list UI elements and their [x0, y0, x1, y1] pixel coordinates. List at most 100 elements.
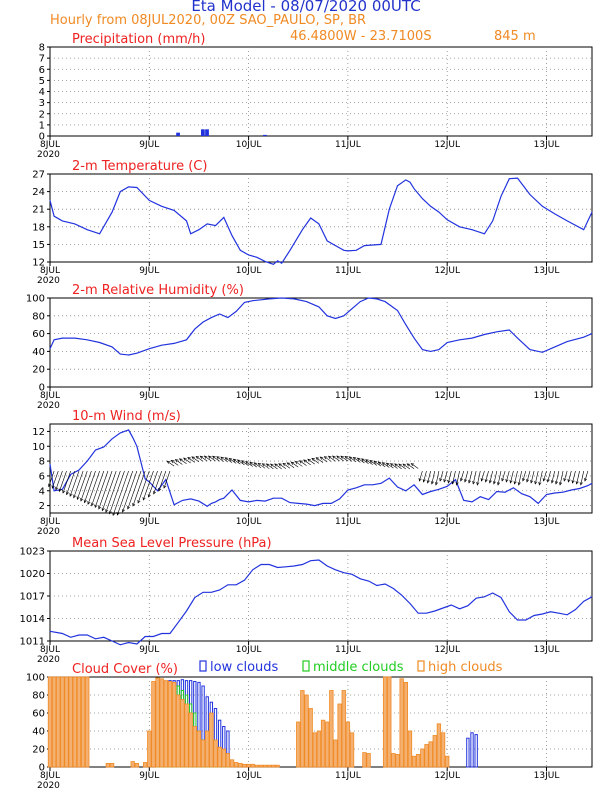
data-point [488, 499, 489, 500]
data-point [186, 339, 187, 341]
header: Eta Model - 08/07/2020 00UTC Hourly from… [50, 0, 536, 44]
data-point [53, 339, 55, 341]
cloud-bar-high [229, 759, 235, 768]
wind-arrow [406, 463, 415, 470]
data-point [136, 187, 138, 188]
wind-arrow [431, 470, 436, 485]
wind-arrow-head [294, 461, 299, 465]
wind-arrow [411, 463, 419, 469]
wind-arrow [493, 470, 498, 485]
wind-arrow-head [94, 504, 98, 509]
wind-arrow-head [381, 462, 386, 466]
wind-arrow-head [121, 508, 125, 513]
data-point [438, 211, 440, 213]
data-point [422, 198, 423, 200]
cloud-bar-high [68, 676, 73, 768]
y-tick-label: 7 [39, 54, 45, 65]
cloud-bar-high [271, 764, 276, 768]
wind-arrow-head [65, 491, 69, 496]
y-tick-label: 6 [39, 65, 45, 76]
wind-arrow [171, 460, 179, 466]
cloud-bar-high [205, 730, 210, 768]
wind-arrow [266, 463, 274, 470]
data-point [397, 310, 398, 311]
data-point [111, 438, 113, 440]
data-point [219, 589, 221, 591]
data-point [529, 496, 531, 498]
wind-arrow-head [142, 496, 146, 501]
data-point [554, 346, 556, 348]
data-point [165, 479, 167, 480]
data-point [500, 195, 502, 197]
wind-arrow [278, 463, 287, 469]
cloud-bar-high [329, 690, 334, 768]
wind-arrow-head [526, 479, 530, 483]
wind-arrow [143, 470, 154, 501]
wind-arrow-head [187, 457, 191, 461]
wind-arrow-head [62, 489, 66, 494]
data-point [326, 240, 328, 242]
data-point [70, 474, 72, 475]
data-point [244, 302, 245, 303]
panel-title: 10-m Wind (m/s) [72, 409, 181, 424]
wind-arrow-head [361, 458, 365, 462]
data-point [248, 254, 250, 256]
data-point [273, 497, 274, 499]
wind-arrow-head [55, 486, 59, 491]
wind-arrow-head [410, 463, 415, 467]
plot-frame [49, 297, 593, 388]
data-point [330, 503, 332, 504]
data-point [182, 500, 183, 501]
cloud-bar-high [196, 730, 202, 768]
data-point [119, 191, 121, 193]
data-point [587, 485, 589, 486]
data-point [388, 477, 390, 479]
series-line [49, 429, 593, 508]
data-point [306, 503, 307, 505]
wind-arrow [282, 463, 291, 469]
data-point [248, 501, 250, 503]
wind-arrow [153, 470, 162, 495]
wind-arrow [514, 470, 518, 485]
data-point [459, 339, 460, 341]
cloud-bar-high [130, 761, 135, 768]
wind-arrow [200, 455, 208, 462]
wind-arrow [373, 460, 382, 467]
cloud-bar-high [436, 723, 442, 768]
x-tick-label: 11JUL [335, 266, 361, 276]
data-point [343, 249, 345, 251]
x-year-label: 2020 [37, 150, 60, 160]
data-point [384, 583, 386, 585]
data-point [297, 503, 299, 504]
x-year-label: 2020 [37, 276, 60, 286]
wind-arrow [286, 462, 295, 469]
data-point [62, 337, 63, 339]
data-point [484, 334, 485, 335]
data-point [430, 351, 431, 352]
wind-arrow [489, 470, 493, 484]
data-point [318, 223, 320, 225]
wind-arrow [526, 470, 531, 483]
data-point [513, 487, 514, 489]
cloud-bar-high [420, 748, 425, 768]
legend-high: high clouds [428, 660, 503, 675]
data-point [409, 603, 411, 604]
cloud-bar-high [159, 678, 164, 768]
data-point [517, 619, 518, 621]
wind-arrow-head [389, 463, 394, 467]
wind-arrow-head [261, 463, 266, 467]
cloud-bar-high [192, 726, 197, 768]
wind-arrow-head [534, 481, 538, 485]
y-tick-label: 1020 [20, 569, 45, 580]
legend-middle: middle clouds [313, 660, 404, 675]
data-point [525, 619, 527, 621]
y-tick-label: 8 [39, 457, 45, 468]
wind-arrow-head [426, 480, 430, 484]
wind-arrow [543, 470, 547, 482]
cloud-bar-high [246, 763, 251, 768]
cloud-legend: low clouds middle clouds high clouds [199, 660, 503, 675]
wind-arrow-head [153, 490, 157, 495]
x-tick-label: 10JUL [236, 517, 262, 527]
data-point [496, 331, 498, 333]
